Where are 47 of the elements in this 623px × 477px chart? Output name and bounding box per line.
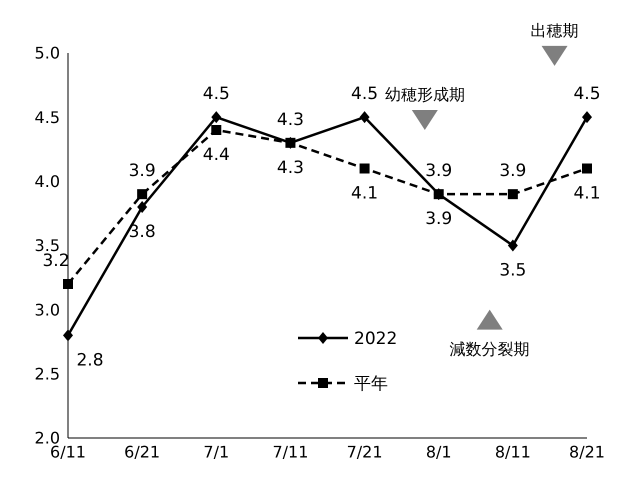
x-tick-label: 7/11 [272, 442, 308, 462]
y-tick-label: 2.5 [34, 364, 60, 384]
point [582, 164, 592, 174]
data-label: 3.9 [425, 209, 452, 230]
legend-label: 平年 [354, 374, 388, 394]
point [137, 189, 148, 200]
data-label: 4.3 [276, 110, 304, 130]
point [63, 329, 73, 342]
y-tick-label: 4.5 [34, 108, 60, 127]
x-tick-label: 7/1 [203, 442, 230, 462]
point [211, 111, 222, 124]
point [508, 189, 518, 200]
point [360, 111, 370, 124]
point [211, 125, 222, 135]
annotation: 幼穂形成期 [384, 85, 465, 104]
data-label: 3.2 [42, 251, 70, 271]
x-tick-label: 8/1 [426, 442, 452, 462]
text: 出穂期 [530, 20, 579, 40]
point [508, 240, 518, 252]
x-tick-label: 7/21 [346, 442, 383, 462]
data-label: 3.8 [128, 222, 156, 242]
legend-label: 2022 [354, 329, 398, 349]
data-label: 4.4 [202, 145, 230, 165]
data-label: 4.1 [573, 184, 601, 204]
data-label: 4.5 [573, 84, 601, 104]
data-label: 4.5 [351, 84, 378, 104]
data-label: 3.9 [128, 161, 156, 182]
point [137, 201, 148, 213]
data-label: 4.1 [351, 184, 378, 204]
data-label: 3.5 [499, 260, 526, 280]
point [285, 138, 296, 148]
data-label: 2.8 [76, 350, 104, 370]
y-tick-label: 3.0 [34, 300, 60, 320]
point [434, 189, 444, 200]
y-tick-label: 4.0 [34, 172, 60, 192]
data-label: 4.5 [202, 84, 230, 104]
point [63, 279, 73, 289]
x-tick-label: 8/21 [569, 442, 605, 462]
x-tick-label: 8/11 [494, 442, 531, 462]
point [582, 111, 592, 124]
annotation: 減数分裂期 [450, 340, 530, 359]
data-label: 3.9 [425, 161, 452, 182]
data-label: 3.9 [499, 161, 526, 182]
x-tick-label: 6/21 [124, 442, 160, 462]
y-tick-label: 5.0 [34, 44, 60, 63]
point [360, 164, 370, 174]
data-label: 4.3 [276, 158, 304, 178]
